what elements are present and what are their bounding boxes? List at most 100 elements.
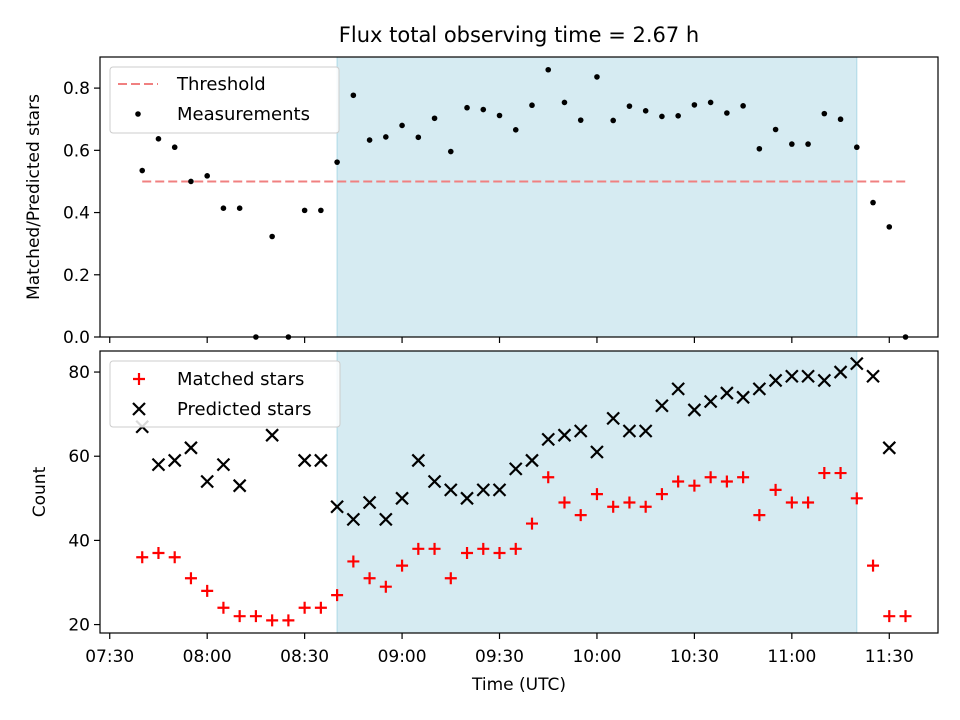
predicted-star-point — [460, 491, 474, 506]
bottom-x-tick-label: 09:00 — [378, 647, 427, 667]
measurement-point — [366, 137, 373, 143]
matched-star-point — [379, 580, 392, 593]
matched-star-point — [704, 471, 717, 484]
bottom-y-tick-label: 20 — [68, 616, 90, 636]
matched-star-point — [201, 584, 214, 597]
measurement-point — [383, 134, 389, 140]
top-axes-frame — [99, 56, 939, 338]
predicted-star-point — [444, 483, 458, 497]
bottom-x-tick-label: 08:30 — [280, 647, 329, 667]
matched-star-point — [184, 572, 197, 585]
count-series — [135, 356, 912, 627]
matched-star-point — [672, 475, 685, 488]
matched-star-point — [590, 488, 603, 501]
predicted-star-point — [882, 441, 897, 455]
predicted-star-point — [833, 365, 848, 379]
measurement-point — [171, 144, 178, 151]
predicted-star-point — [492, 483, 507, 497]
bottom-legend-box — [109, 360, 341, 428]
matched-star-point — [785, 496, 798, 509]
measurement-point — [529, 102, 535, 109]
predicted-star-point — [573, 424, 588, 438]
matched-star-point — [331, 589, 344, 602]
measurement-point — [139, 167, 146, 174]
predicted-star-point — [525, 453, 539, 468]
measurement-point — [415, 134, 422, 141]
predicted-star-point — [362, 495, 377, 510]
predicted-star-point — [346, 512, 361, 527]
measurement-point — [447, 148, 454, 155]
measurement-point — [837, 116, 844, 123]
bottom-y-tick-label: 40 — [68, 531, 90, 551]
top-panel: 0.00.20.40.60.8 Matched/Predicted stars … — [24, 56, 939, 348]
matched-star-point — [428, 542, 441, 555]
matched-star-point — [233, 610, 246, 623]
measurement-point — [594, 74, 600, 80]
measurement-point — [577, 117, 584, 123]
matched-star-point — [623, 496, 636, 509]
predicted-star-point — [151, 457, 166, 472]
matched-star-point — [444, 572, 457, 585]
predicted-star-point — [736, 390, 750, 405]
measurements-legend-swatch — [135, 111, 141, 117]
top-legend: Threshold Measurements — [109, 66, 340, 134]
bottom-x-tick-label: 10:00 — [572, 647, 621, 667]
bottom-x-tick-label: 11:00 — [767, 647, 816, 667]
matched-star-point — [850, 492, 863, 505]
bottom-legend: Matched stars Predicted stars — [109, 360, 341, 428]
measurements-series — [139, 66, 909, 340]
measurement-point — [724, 110, 730, 116]
predicted-star-point — [622, 424, 637, 438]
measurement-point — [691, 102, 698, 108]
measurement-point — [870, 199, 876, 206]
predicted-star-point — [557, 428, 572, 442]
top-legend-box — [109, 66, 340, 134]
matched-star-point — [558, 496, 571, 509]
predicted-star-point — [184, 441, 198, 455]
matched-star-point — [753, 509, 766, 522]
measurement-point — [610, 117, 616, 124]
top-y-tick-label: 0.4 — [63, 204, 90, 224]
predicted-star-point — [232, 478, 247, 493]
bottom-x-tick-label: 10:30 — [670, 647, 719, 667]
top-y-tick-label: 0.0 — [63, 328, 90, 348]
bottom-x-tick-label: 07:30 — [85, 647, 134, 667]
matched-star-point — [266, 614, 279, 627]
matched-star-point — [542, 471, 555, 484]
bottom-x-tick-label: 09:30 — [475, 647, 524, 667]
matched-star-point — [525, 517, 538, 530]
matched-star-point — [607, 500, 620, 513]
predicted-star-point — [379, 512, 393, 527]
measurement-point — [318, 207, 324, 214]
measurement-point — [236, 205, 243, 211]
predicted-star-point — [817, 373, 832, 388]
predicted-star-point — [411, 453, 426, 468]
measurement-point — [301, 207, 308, 214]
predicted-star-point — [200, 474, 214, 489]
bottom-panel: 20 40 60 80 07:30 08:00 08:30 09:00 09:30 10:00 1… — [30, 350, 939, 695]
predicted-star-point — [671, 382, 685, 396]
top-x-axis — [109, 337, 890, 343]
measurement-point — [707, 99, 714, 106]
measurement-point — [675, 113, 681, 119]
matched-star-point — [136, 551, 149, 564]
measurement-point — [756, 145, 763, 152]
measurement-point — [659, 113, 665, 120]
matched-star-point — [249, 610, 262, 623]
bottom-y-axis-label: Count — [30, 466, 50, 517]
matched-star-point — [314, 601, 327, 614]
bottom-x-axis: 07:30 08:00 08:30 09:00 09:30 10:00 10:30 11:00… — [85, 633, 914, 667]
matched-star-point — [769, 483, 782, 496]
measurement-point — [545, 66, 552, 73]
top-y-tick-label: 0.2 — [63, 266, 90, 286]
predicted-star-point — [167, 453, 182, 468]
bottom-x-tick-label: 08:00 — [183, 647, 232, 667]
predicted-star-point — [606, 411, 620, 426]
matched-star-point — [655, 488, 668, 501]
predicted-star-point — [590, 445, 604, 459]
measurement-point — [789, 141, 795, 147]
matched-star-point — [363, 572, 376, 585]
matched-star-point — [720, 475, 733, 488]
measurement-point — [399, 122, 405, 129]
